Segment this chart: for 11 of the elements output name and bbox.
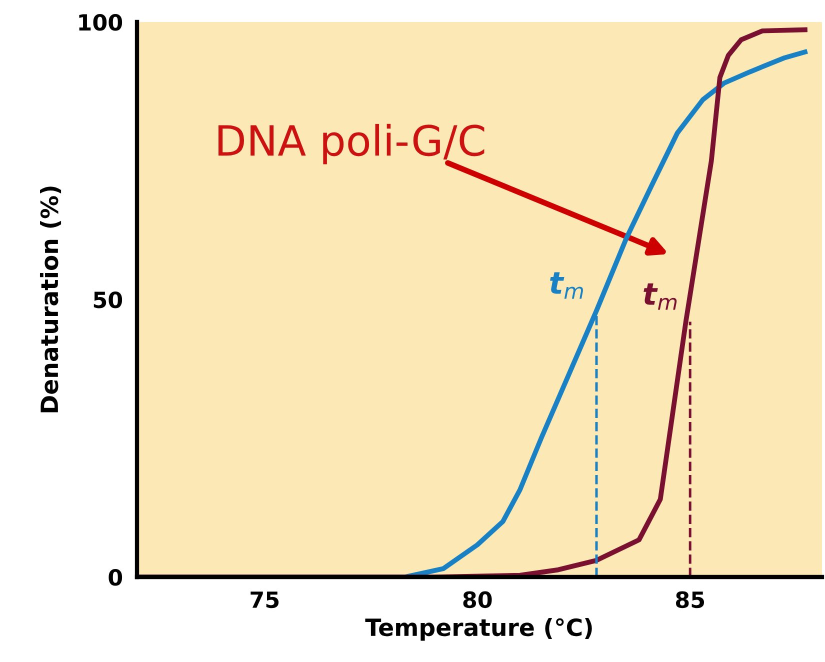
x-tick-label: 85: [676, 591, 704, 608]
y-tick-label: 50: [94, 291, 122, 308]
x-axis-title: Temperature (°C): [365, 618, 592, 641]
y-tick-label: 100: [79, 14, 122, 31]
annotation: t$_{m}$: [550, 272, 583, 299]
annotation: DNA poli-G/C: [218, 124, 484, 164]
annotation: t$_{m}$: [644, 283, 677, 310]
x-tick-label: 80: [463, 591, 492, 608]
x-tick-label: 75: [250, 592, 279, 608]
y-tick-label: 0: [108, 568, 122, 586]
y-axis-title: Denaturation (%): [40, 186, 62, 412]
